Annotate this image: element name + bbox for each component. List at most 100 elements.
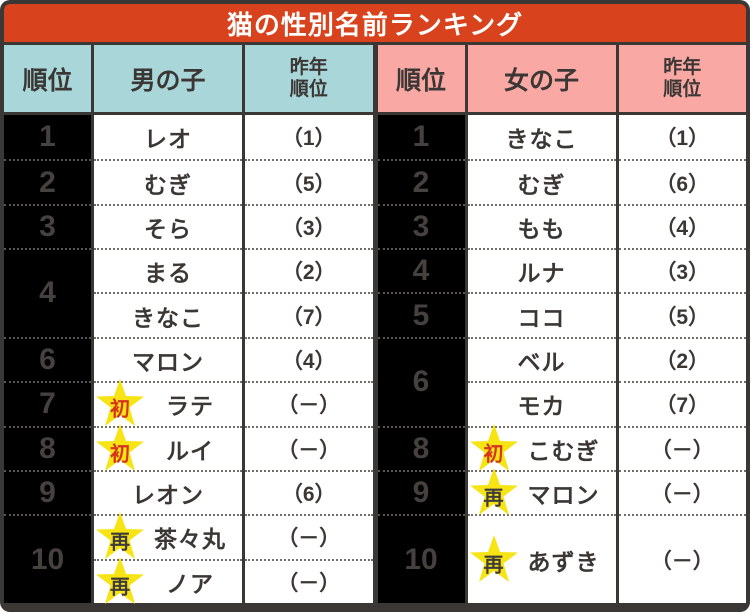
star-icon [96, 379, 144, 427]
last-year-cell: （－） [618, 469, 746, 515]
rank-cell: 2 [4, 159, 91, 204]
cat-name: ココ [517, 304, 566, 331]
boys-data-grid: 1 2 3 4 6 7 8 9 10 レオ むぎ そら まる きなこ マロン初ラテ初ルイ レオン再茶々丸再ノア… [4, 115, 373, 604]
last-year-cell: （－） [245, 425, 373, 470]
last-year-cell: （3） [618, 248, 746, 293]
name-cell: ルナ [467, 248, 616, 293]
name-cell: むぎ [94, 159, 242, 204]
boys-header-row: 順位 男の子 昨年 順位 [4, 45, 373, 112]
rank-cell: 1 [4, 115, 91, 160]
boys-table: 順位 男の子 昨年 順位 1 2 3 4 6 7 8 9 10 レオ むぎ そら まる きなこ マロン初ラテ初ルイレ… [4, 45, 373, 604]
last-year-cell: （1） [245, 115, 373, 160]
first-appearance-star-badge: 初 [95, 423, 145, 474]
last-year-cell: （－） [245, 514, 373, 559]
last-year-cell: （6） [245, 469, 373, 515]
header-gender-label: 女の子 [503, 66, 579, 95]
name-cell: ベル [467, 336, 616, 382]
reentry-star-badge: 再 [95, 512, 145, 562]
rank-cell: 5 [377, 292, 465, 337]
last-year-cell: （5） [245, 159, 373, 204]
rank-cell: 2 [377, 159, 465, 204]
rank-cell: 4 [377, 248, 465, 293]
cat-name: レオ [144, 126, 192, 153]
cat-name: ルイ [166, 437, 214, 464]
name-cell: もも [467, 203, 616, 249]
name-cell: 再 茶々丸 [94, 512, 242, 560]
header-last-year-label: 昨年 [663, 56, 702, 78]
cat-name: ラテ [166, 393, 214, 420]
name-cell: 初こむぎ [467, 423, 616, 471]
cat-name: ルナ [517, 260, 566, 287]
name-cell: 再マロン [467, 468, 616, 516]
name-cell: きなこ [94, 292, 242, 337]
header-last-year-label: 昨年 [289, 56, 328, 78]
girls-header-row: 順位 女の子 昨年 順位 [377, 45, 746, 112]
header-rank-label: 順位 [395, 66, 446, 95]
cat-name: まる [144, 260, 192, 287]
star-icon [96, 423, 144, 471]
header-last-year-label: 順位 [663, 78, 702, 100]
name-cell: ココ [467, 292, 616, 337]
star-icon [96, 512, 144, 560]
rank-cell: 8 [4, 425, 91, 470]
badge-label: 初 [110, 443, 130, 466]
badge-label: 再 [110, 531, 130, 554]
name-cell: そら [94, 203, 242, 249]
badge-label: 初 [483, 443, 504, 466]
cat-name: そら [144, 215, 192, 242]
rank-cell: 1 [377, 115, 465, 160]
reentry-star-badge: 再 [469, 468, 519, 518]
boys-header-last-year: 昨年 順位 [245, 45, 373, 112]
cat-name: ベル [517, 348, 566, 375]
cat-name: むぎ [144, 171, 192, 198]
first-appearance-star-badge: 初 [469, 423, 519, 474]
name-cell: レオ [94, 115, 242, 160]
name-cell: むぎ [467, 159, 616, 204]
name-cell: モカ [467, 381, 616, 426]
name-cell: 再あずき [467, 514, 616, 603]
rank-cell: 10 [4, 514, 91, 603]
cat-name: レオン [132, 482, 204, 509]
star-icon [469, 468, 518, 516]
rank-cell: 9 [377, 469, 465, 515]
last-year-cell: （－） [245, 381, 373, 426]
last-year-cell: （5） [618, 292, 746, 337]
star-icon [96, 556, 144, 604]
rank-cell: 6 [4, 336, 91, 382]
cat-name: もも [517, 215, 566, 242]
cat-name: むぎ [517, 171, 566, 198]
girls-header-rank: 順位 [377, 45, 465, 112]
cat-name: マロン [132, 348, 204, 375]
rank-cell: 6 [377, 336, 465, 426]
badge-label: 再 [110, 576, 130, 599]
girls-header-last-year: 昨年 順位 [618, 45, 746, 112]
last-year-cell: （6） [618, 159, 746, 204]
cat-name: 茶々丸 [154, 526, 226, 553]
rank-cell: 8 [377, 425, 465, 470]
cat-name: きなこ [132, 304, 204, 331]
first-appearance-star-badge: 初 [95, 379, 145, 429]
last-year-cell: （3） [245, 203, 373, 249]
cat-name: こむぎ [527, 437, 600, 464]
header-gender-label: 男の子 [130, 66, 206, 95]
reentry-star-badge: 再 [469, 534, 519, 585]
name-cell: きなこ [467, 115, 616, 160]
rank-cell: 10 [377, 514, 465, 603]
rank-cell: 9 [4, 469, 91, 515]
last-year-cell: （4） [245, 336, 373, 382]
name-cell: 初 ラテ [94, 379, 242, 427]
name-cell: 再 ノア [94, 556, 242, 604]
last-year-cell: （2） [618, 336, 746, 382]
reentry-star-badge: 再 [95, 556, 145, 607]
cat-name: あずき [527, 548, 600, 575]
last-year-cell: （－） [245, 558, 373, 603]
cat-name: ノア [166, 570, 214, 597]
rank-cell: 4 [4, 248, 91, 337]
cat-name: モカ [517, 393, 566, 420]
last-year-cell: （2） [245, 248, 373, 293]
girls-table: 順位 女の子 昨年 順位 1 2 3 4 5 6 8 9 10 きなこ むぎ もも ルナ ココ ベル モカ初こむぎ再マ… [377, 45, 746, 603]
last-year-cell: （－） [618, 425, 746, 470]
header-last-year-label: 順位 [289, 78, 328, 100]
name-cell: まる [94, 248, 242, 293]
